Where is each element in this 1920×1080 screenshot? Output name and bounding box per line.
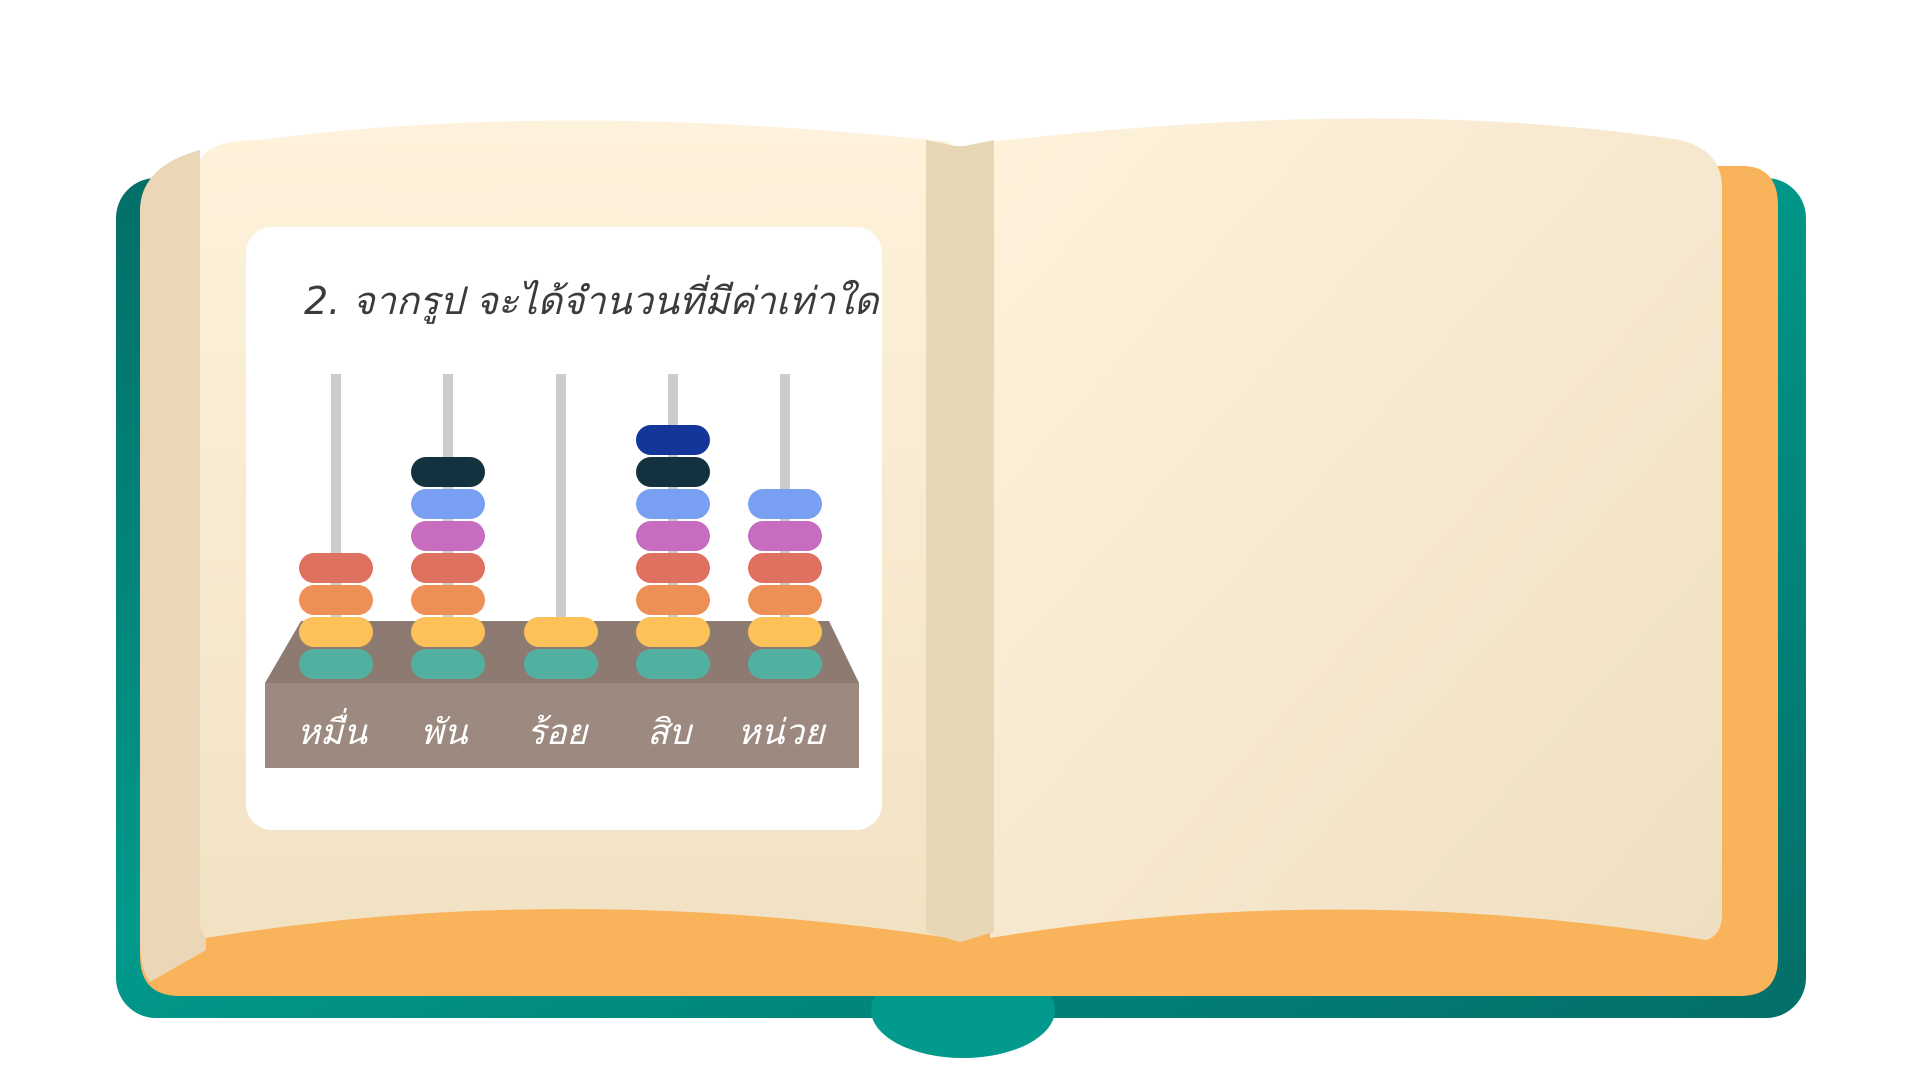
abacus-rod-hundreds [556, 374, 566, 660]
abacus-bead-ten-thousands-3 [299, 585, 373, 615]
abacus-base-front [265, 683, 859, 768]
abacus-bead-ones-2 [748, 617, 822, 647]
abacus-bead-thousands-2 [411, 617, 485, 647]
abacus-bead-ten-thousands-2 [299, 617, 373, 647]
abacus-bead-tens-1 [636, 649, 710, 679]
abacus-bead-tens-6 [636, 489, 710, 519]
abacus-bead-ones-5 [748, 521, 822, 551]
place-label-ten-thousands: หมื่น [297, 708, 368, 753]
abacus-bead-thousands-6 [411, 489, 485, 519]
place-label-tens: สิบ [647, 713, 693, 753]
book-spine [926, 140, 994, 942]
abacus-bead-tens-8 [636, 425, 710, 455]
abacus-bead-tens-7 [636, 457, 710, 487]
abacus-bead-ones-3 [748, 585, 822, 615]
abacus-bead-tens-2 [636, 617, 710, 647]
abacus-bead-thousands-7 [411, 457, 485, 487]
abacus-bead-hundreds-2 [524, 617, 598, 647]
page-stack-left-side [140, 150, 206, 982]
abacus-bead-ten-thousands-4 [299, 553, 373, 583]
abacus-bead-tens-3 [636, 585, 710, 615]
abacus-bead-hundreds-1 [524, 649, 598, 679]
place-label-thousands: พัน [421, 713, 469, 753]
question-title: 2. จากรูป จะได้จำนวนที่มีค่าเท่าใด [304, 279, 879, 323]
abacus-bead-ten-thousands-1 [299, 649, 373, 679]
abacus-place-labels: หมื่น พัน ร้อย สิบ หน่วย [297, 708, 827, 753]
right-page [990, 118, 1722, 940]
place-label-hundreds: ร้อย [527, 713, 590, 753]
abacus-bead-thousands-5 [411, 521, 485, 551]
abacus-bead-tens-4 [636, 553, 710, 583]
abacus-bead-ones-4 [748, 553, 822, 583]
abacus-bead-ones-1 [748, 649, 822, 679]
place-label-ones: หน่วย [737, 713, 827, 753]
abacus-bead-tens-5 [636, 521, 710, 551]
abacus-beads [299, 425, 822, 679]
abacus-bead-thousands-1 [411, 649, 485, 679]
abacus-bead-thousands-4 [411, 553, 485, 583]
abacus-bead-ones-6 [748, 489, 822, 519]
abacus-rod-ten-thousands [331, 374, 341, 660]
abacus-bead-thousands-3 [411, 585, 485, 615]
